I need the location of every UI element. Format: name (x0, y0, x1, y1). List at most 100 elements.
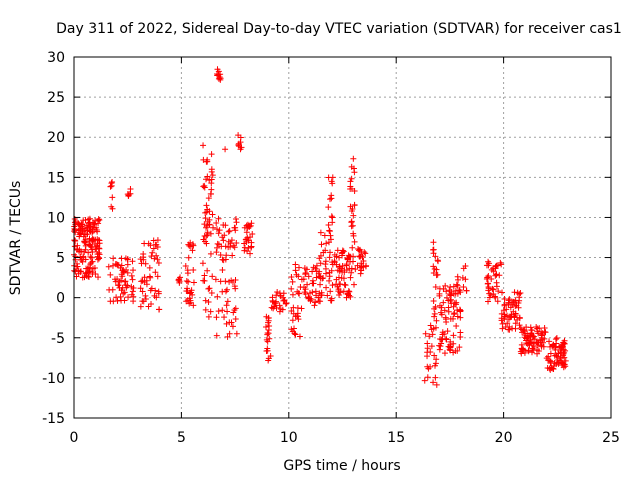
data-point (130, 267, 137, 274)
data-point (139, 277, 146, 284)
data-point (90, 236, 97, 243)
data-point (244, 225, 251, 232)
data-point (108, 180, 115, 187)
data-point (303, 266, 310, 273)
data-point (214, 240, 221, 247)
data-point (114, 275, 121, 282)
data-point (441, 350, 448, 357)
data-point (436, 346, 443, 353)
data-point (120, 267, 127, 274)
data-point (209, 211, 216, 218)
data-point (186, 242, 193, 249)
data-point (228, 237, 235, 244)
data-point (91, 220, 98, 227)
data-point (444, 328, 451, 335)
data-point (501, 296, 508, 303)
data-point (504, 320, 511, 327)
data-point (124, 261, 131, 268)
data-point (293, 312, 300, 319)
data-point (456, 344, 463, 351)
data-point (206, 177, 213, 184)
data-point (217, 76, 224, 83)
data-point (431, 352, 438, 359)
data-point (87, 243, 94, 250)
data-point (146, 273, 153, 280)
data-point (523, 340, 530, 347)
data-point (438, 311, 445, 318)
data-point (74, 263, 81, 270)
data-point (443, 335, 450, 342)
data-point (498, 261, 505, 268)
data-point (304, 281, 311, 288)
data-point (316, 290, 323, 297)
data-point (546, 357, 553, 364)
x-axis-label: GPS time / hours (283, 458, 400, 474)
data-point (329, 282, 336, 289)
data-point (203, 240, 210, 247)
data-point (551, 360, 558, 367)
data-point (233, 330, 240, 337)
data-point (323, 284, 330, 291)
data-point (232, 224, 239, 231)
data-point (306, 290, 313, 297)
data-point (317, 260, 324, 267)
data-point (209, 273, 216, 280)
data-point (241, 247, 248, 254)
data-point (124, 269, 131, 276)
data-point (450, 303, 457, 310)
data-point (273, 304, 280, 311)
data-point (443, 294, 450, 301)
data-point (89, 248, 96, 255)
data-point (89, 229, 96, 236)
data-point (431, 313, 438, 320)
data-point (326, 269, 333, 276)
data-point (326, 277, 333, 284)
data-point (436, 290, 443, 297)
data-point (493, 279, 500, 286)
data-point (540, 343, 547, 350)
data-point (118, 262, 125, 269)
data-point (344, 291, 351, 298)
data-point (72, 268, 79, 275)
data-point (230, 309, 237, 316)
data-point (185, 278, 192, 285)
data-point (453, 281, 460, 288)
data-point (547, 343, 554, 350)
data-point (554, 356, 561, 363)
data-point (432, 362, 439, 369)
data-point (454, 313, 461, 320)
data-point (72, 253, 79, 260)
data-point (300, 276, 307, 283)
data-point (494, 298, 501, 305)
data-point (231, 306, 238, 313)
data-point (249, 231, 256, 238)
data-point (512, 303, 519, 310)
data-point (296, 264, 303, 271)
data-point (206, 285, 213, 292)
data-point (266, 335, 273, 342)
data-point (248, 239, 255, 246)
data-point (183, 288, 190, 295)
data-point (485, 272, 492, 279)
data-point (152, 269, 159, 276)
data-point (81, 248, 88, 255)
data-point (187, 289, 194, 296)
plot-frame (73, 56, 612, 419)
data-point (295, 316, 302, 323)
data-point (359, 253, 366, 260)
data-point (142, 292, 149, 299)
data-point (75, 220, 82, 227)
data-point (228, 319, 235, 326)
data-point (309, 277, 316, 284)
data-point (442, 282, 449, 289)
data-point (485, 287, 492, 294)
data-point (154, 256, 161, 263)
data-point (213, 249, 220, 256)
data-point (129, 288, 136, 295)
data-point (441, 330, 448, 337)
data-point (81, 238, 88, 245)
data-point (187, 243, 194, 250)
data-point (431, 305, 438, 312)
data-point (204, 232, 211, 239)
data-point (560, 364, 567, 371)
